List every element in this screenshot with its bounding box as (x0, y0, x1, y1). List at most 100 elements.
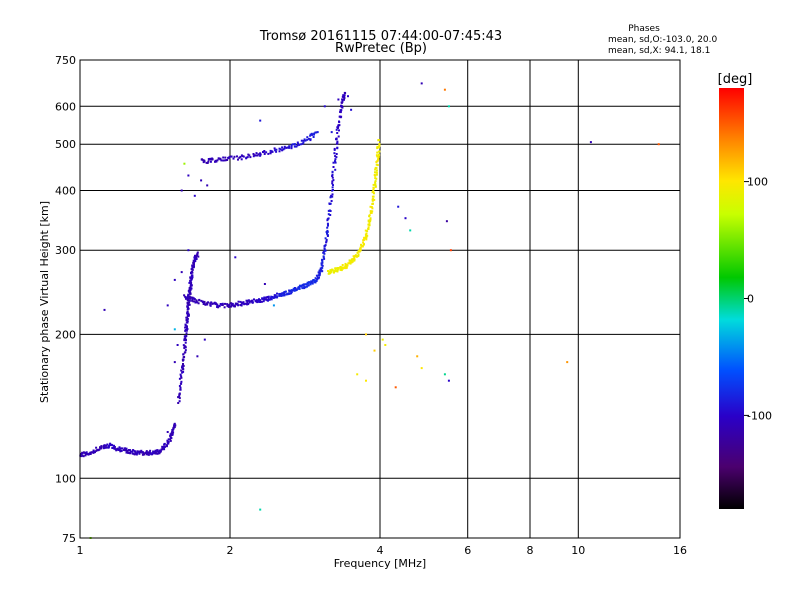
colorbar (719, 88, 744, 509)
trace-point (357, 253, 360, 256)
trace-point (187, 289, 190, 292)
trace-point (334, 168, 337, 171)
trace-point (263, 298, 266, 301)
trace-point (246, 156, 249, 159)
data-points (79, 82, 660, 539)
y-tick-label: 100 (55, 472, 76, 485)
trace-point (283, 292, 286, 295)
trace-point (314, 131, 317, 134)
trace-point (165, 444, 168, 447)
trace-point (178, 392, 181, 395)
trace-point (278, 147, 281, 150)
trace-point (230, 155, 233, 158)
trace-point (319, 269, 322, 271)
trace-point (376, 147, 379, 150)
trace-point (216, 159, 219, 162)
trace-point (290, 291, 293, 294)
trace-point (373, 192, 375, 195)
trace-point (376, 155, 379, 158)
trace-point (138, 452, 141, 455)
trace-point (276, 292, 278, 295)
trace-point (234, 305, 236, 308)
trace-point (161, 447, 164, 450)
trace-point (337, 267, 340, 270)
scatter-point (180, 189, 183, 192)
trace-point (295, 288, 298, 291)
trace-point (241, 155, 244, 158)
y-tick-label: 75 (62, 532, 76, 545)
scatter-point (176, 344, 179, 346)
trace-point (340, 105, 343, 107)
trace-point (360, 244, 363, 247)
trace-point (336, 142, 339, 145)
trace-point (373, 174, 376, 176)
trace-point (284, 290, 287, 293)
trace-point (161, 445, 164, 448)
trace-point (349, 262, 352, 265)
trace-point (170, 437, 173, 440)
trace-point (190, 287, 193, 290)
trace-point (126, 450, 129, 452)
x-tick-label: 2 (227, 544, 234, 557)
trace-point (156, 449, 159, 452)
trace-point (158, 449, 161, 452)
trace-point (324, 237, 327, 240)
trace-point (171, 433, 174, 436)
trace-point (243, 303, 246, 306)
trace-point (179, 386, 182, 389)
scatter-point (183, 162, 186, 165)
trace-point (228, 304, 231, 307)
trace-point (327, 224, 329, 227)
trace-point (265, 296, 268, 299)
trace-point (341, 267, 344, 270)
trace-point (327, 217, 330, 220)
scatter-point (365, 333, 367, 336)
trace-point (322, 255, 325, 258)
trace-point (374, 181, 377, 184)
trace-point (334, 158, 337, 161)
trace-point (334, 155, 337, 158)
trace-point (283, 294, 286, 297)
trace-point (262, 297, 265, 300)
trace-point (222, 156, 225, 159)
trace-point (242, 301, 245, 304)
trace-point (188, 287, 191, 290)
trace-point (198, 299, 201, 302)
trace-point (186, 301, 189, 304)
trace-point (325, 231, 328, 233)
trace-point (180, 369, 183, 372)
trace-point (375, 169, 378, 172)
trace-point (181, 366, 184, 369)
trace-point (304, 139, 307, 142)
trace-point (369, 217, 372, 220)
trace-point (330, 194, 333, 197)
trace-point (331, 176, 334, 179)
trace-point (338, 120, 340, 123)
trace-point (185, 324, 188, 327)
trace-point (183, 339, 186, 342)
trace-point (334, 268, 337, 271)
trace-point (207, 301, 210, 304)
trace-point (374, 168, 377, 171)
trace-point (114, 448, 117, 451)
trace-point (263, 296, 266, 299)
trace-point (309, 133, 312, 136)
scatter-point (365, 379, 367, 382)
trace-point (84, 454, 87, 457)
trace-point (306, 138, 309, 141)
trace-point (350, 258, 353, 261)
trace-point (373, 198, 376, 201)
trace-point (185, 332, 188, 335)
trace-point (188, 281, 191, 284)
trace-point (377, 155, 380, 158)
trace-point (283, 147, 286, 150)
trace-point (288, 145, 291, 148)
trace-point (283, 145, 286, 148)
trace-point (211, 158, 214, 161)
trace-point (230, 304, 233, 306)
trace-point (278, 293, 281, 295)
trace-point (133, 450, 136, 453)
trace-point (375, 154, 378, 157)
trace-point (293, 287, 296, 289)
trace-point (178, 385, 181, 387)
